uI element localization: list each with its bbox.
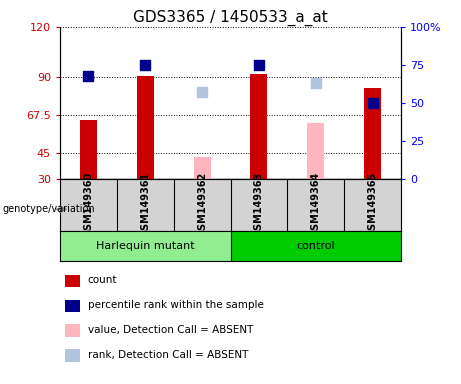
Bar bbox=[307, 123, 324, 179]
Point bbox=[312, 80, 319, 86]
Title: GDS3365 / 1450533_a_at: GDS3365 / 1450533_a_at bbox=[133, 9, 328, 25]
Point bbox=[369, 100, 376, 106]
Text: GSM149364: GSM149364 bbox=[311, 172, 321, 237]
Text: GSM149360: GSM149360 bbox=[83, 172, 94, 237]
Text: genotype/variation: genotype/variation bbox=[2, 204, 95, 214]
Text: rank, Detection Call = ABSENT: rank, Detection Call = ABSENT bbox=[88, 350, 248, 360]
Text: GSM149361: GSM149361 bbox=[140, 172, 150, 237]
Text: percentile rank within the sample: percentile rank within the sample bbox=[88, 300, 264, 310]
Bar bbox=[60, 231, 230, 261]
Text: GSM149362: GSM149362 bbox=[197, 172, 207, 237]
Bar bbox=[230, 231, 401, 261]
Text: value, Detection Call = ABSENT: value, Detection Call = ABSENT bbox=[88, 325, 253, 335]
Bar bbox=[136, 76, 154, 179]
Text: count: count bbox=[88, 275, 117, 285]
Bar bbox=[194, 157, 211, 179]
Point bbox=[85, 73, 92, 79]
Point bbox=[198, 89, 206, 95]
Bar bbox=[80, 120, 97, 179]
Text: control: control bbox=[296, 241, 335, 251]
Bar bbox=[250, 74, 267, 179]
Bar bbox=[364, 88, 381, 179]
Text: Harlequin mutant: Harlequin mutant bbox=[96, 241, 195, 251]
Point bbox=[142, 62, 149, 68]
Point bbox=[255, 62, 263, 68]
Text: GSM149365: GSM149365 bbox=[367, 172, 378, 237]
Text: GSM149363: GSM149363 bbox=[254, 172, 264, 237]
